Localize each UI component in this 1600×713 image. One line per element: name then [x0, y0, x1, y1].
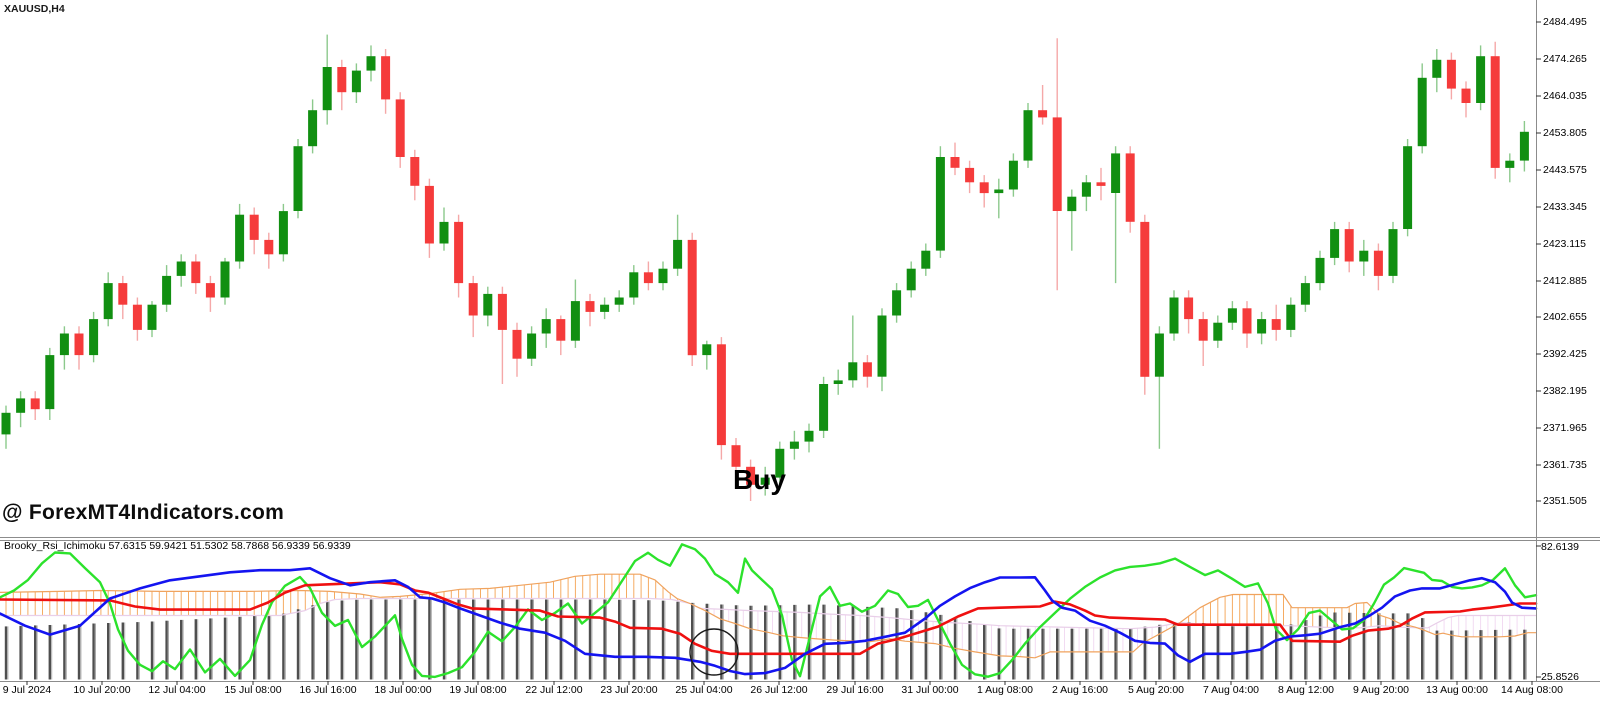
chart-frame [0, 0, 1600, 685]
senkou-span-a-line [0, 573, 1537, 659]
price-axis-label: 2443.575 [1543, 164, 1587, 176]
price-axis-label: 2464.035 [1543, 90, 1587, 102]
time-axis-label: 9 Aug 20:00 [1352, 684, 1410, 696]
indicator-max-value-label: 82.6139 [1541, 541, 1579, 553]
time-axis-label: 31 Jul 00:00 [901, 684, 959, 696]
price-axis-label: 2351.505 [1543, 495, 1587, 507]
price-axis-label: 2402.655 [1543, 311, 1587, 323]
rsi-fast-green-line [0, 543, 1538, 679]
time-axis-label: 16 Jul 16:00 [299, 684, 357, 696]
candlestick-series [1, 34, 1529, 501]
time-axis-label: 10 Jul 20:00 [73, 684, 131, 696]
time-axis-label: 12 Jul 04:00 [148, 684, 206, 696]
buy-signal-annotation: Buy [733, 464, 786, 495]
price-axis-label: 2382.195 [1543, 385, 1587, 397]
time-axis-label: 18 Jul 00:00 [374, 684, 432, 696]
price-axis-label: 2474.265 [1543, 53, 1587, 65]
time-axis-label: 8 Aug 12:00 [1277, 684, 1335, 696]
indicator-lines [0, 543, 1538, 679]
time-axis-label: 25 Jul 04:00 [675, 684, 733, 696]
time-axis-label: 22 Jul 12:00 [525, 684, 583, 696]
price-axis-label: 2371.965 [1543, 422, 1587, 434]
circle-annotation [689, 628, 739, 676]
price-axis-label: 2361.735 [1543, 459, 1587, 471]
price-axis-label: 2423.115 [1543, 238, 1587, 250]
indicator-name-values-label: Brooky_Rsi_Ichimoku 57.6315 59.9421 51.5… [4, 540, 351, 552]
time-axis-label: 5 Aug 20:00 [1127, 684, 1185, 696]
watermark-text: @ ForexMT4Indicators.com [2, 501, 285, 524]
time-axis-label: 9 Jul 2024 [2, 684, 52, 696]
price-axis-label: 2433.345 [1543, 201, 1587, 213]
symbol-timeframe-label: XAUUSD,H4 [4, 3, 65, 15]
time-axis-label: 26 Jul 12:00 [750, 684, 808, 696]
time-axis-label: 7 Aug 04:00 [1202, 684, 1260, 696]
time-axis-label: 23 Jul 20:00 [600, 684, 658, 696]
time-axis-label: 14 Aug 08:00 [1501, 684, 1563, 696]
time-axis-label: 29 Jul 16:00 [826, 684, 884, 696]
price-axis-label: 2484.495 [1543, 16, 1587, 28]
time-axis-label: 13 Aug 00:00 [1426, 684, 1488, 696]
time-axis-label: 2 Aug 16:00 [1051, 684, 1109, 696]
indicator-min-value-label: 25.8526 [1541, 671, 1579, 683]
time-axis-label: 1 Aug 08:00 [976, 684, 1034, 696]
price-axis-label: 2412.885 [1543, 275, 1587, 287]
price-axis-label: 2453.805 [1543, 127, 1587, 139]
time-axis-label: 19 Jul 08:00 [449, 684, 507, 696]
time-axis-label: 15 Jul 08:00 [224, 684, 282, 696]
price-axis-label: 2392.425 [1543, 348, 1587, 360]
rsi-base-blue-line [0, 566, 1538, 676]
